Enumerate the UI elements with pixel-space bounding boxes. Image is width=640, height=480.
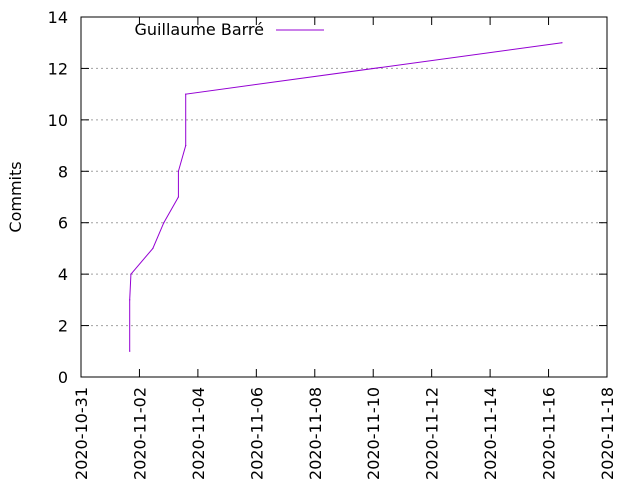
x-tick-label: 2020-11-04: [189, 387, 208, 480]
x-tick-label: 2020-10-31: [72, 387, 91, 480]
plot-border: [80, 16, 608, 378]
axis-ticks: 0 2 4 6 8 10 12 14 2020-10-31 2020-11-02 2020-11-0…: [48, 8, 617, 480]
y-tick-label: 8: [58, 162, 68, 181]
data-point: [129, 350, 131, 352]
data-point: [561, 42, 563, 44]
data-point: [177, 196, 180, 198]
data-point: [185, 93, 187, 95]
legend-label: Guillaume Barré: [135, 20, 264, 39]
series-layer: [129, 42, 563, 352]
y-tick-label: 12: [48, 59, 68, 78]
y-tick-label: 6: [58, 214, 68, 233]
y-axis-label: Commits: [6, 161, 25, 232]
legend: Guillaume Barré: [135, 20, 324, 39]
data-point: [129, 299, 131, 301]
y-tick-label: 14: [48, 8, 68, 27]
x-tick-label: 2020-11-06: [247, 387, 266, 480]
data-point: [130, 273, 132, 275]
series-line: [129, 42, 563, 352]
y-tick-label: 0: [58, 368, 68, 387]
x-tick-label: 2020-11-14: [481, 387, 500, 480]
y-tick-label: 4: [58, 265, 68, 284]
y-tick-label: 2: [58, 317, 68, 336]
x-tick-label: 2020-11-18: [598, 387, 617, 480]
data-point: [152, 247, 154, 250]
y-tick-label: 10: [48, 111, 68, 130]
x-tick-label: 2020-11-02: [130, 387, 149, 480]
x-tick-label: 2020-11-16: [540, 387, 559, 480]
x-tick-label: 2020-11-12: [423, 387, 442, 480]
data-point: [185, 144, 187, 147]
grid-lines: [81, 67, 607, 327]
x-tick-label: 2020-11-10: [364, 387, 383, 480]
data-point: [163, 222, 165, 224]
x-tick-label: 2020-11-08: [306, 387, 325, 480]
data-point: [177, 170, 180, 172]
